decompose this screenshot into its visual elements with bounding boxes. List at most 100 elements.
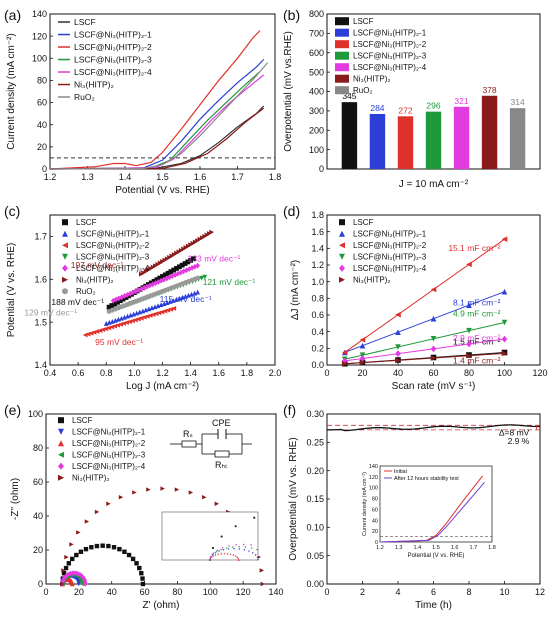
data-point-5-4 [76, 530, 81, 535]
x-tick-label: 1.2 [44, 172, 57, 182]
legend-label: LSCF@Ni₃(HITP)₂-2 [76, 241, 150, 250]
inset-y-axis-title: Current density (mA cm⁻²) [362, 472, 368, 536]
legend-label: LSCF@Ni₃(HITP)₂-1 [74, 30, 152, 40]
y-tick-label: 100 [28, 409, 43, 419]
bar-value-label: 321 [454, 96, 468, 106]
x-tick-label: 1.0 [128, 368, 141, 378]
data-point-5-10 [146, 487, 151, 492]
legend-marker [62, 219, 68, 226]
data-point-5-0 [341, 361, 348, 367]
slope-label: 121 mV dec⁻¹ [203, 277, 256, 287]
inset-point [232, 553, 235, 556]
data-point-1-4 [466, 302, 472, 308]
inset-point [236, 556, 239, 559]
fit-line-5 [344, 352, 505, 365]
y-tick-label: 0.25 [306, 437, 324, 447]
y-tick-label: 100 [309, 145, 324, 155]
inset-point [220, 535, 223, 538]
data-point-0-7 [78, 549, 84, 554]
data-point-0-19 [137, 565, 142, 571]
data-point-0-18 [134, 561, 139, 566]
data-point-3-4 [466, 327, 472, 334]
y-tick-label: 40 [37, 120, 47, 130]
inset-x-tick-label: 1.7 [470, 545, 478, 551]
inset-point [219, 548, 222, 551]
legend-label: Ni₃(HITP)₂ [353, 75, 390, 84]
data-point-0-2 [61, 571, 67, 576]
x-tick-label: 20 [357, 368, 367, 378]
x-tick-label: 120 [532, 368, 547, 378]
y-tick-label: 0.8 [311, 293, 324, 303]
delta-label: Δ=8 mV [499, 428, 530, 438]
data-point-0-26 [179, 262, 185, 268]
legend-swatch [335, 17, 349, 26]
bar-0 [341, 102, 358, 169]
circuit-label: Rₕₜ [215, 460, 228, 470]
panel-label: (c) [4, 203, 20, 219]
inset-point [255, 548, 258, 551]
data-point-0-9 [89, 545, 94, 550]
inset-point [248, 550, 250, 553]
data-point-2-0 [82, 332, 88, 338]
x-tick-label: 20 [74, 587, 84, 597]
fit-line-3 [344, 322, 505, 360]
inset-point [222, 549, 225, 551]
legend-label: RuO₂ [74, 92, 95, 102]
legend-marker [62, 288, 68, 295]
panel-label: (a) [4, 7, 21, 23]
inset-point [227, 548, 230, 551]
data-point-0-18 [157, 275, 163, 281]
capacitance-label: 15.1 mF cm⁻² [448, 243, 500, 253]
circuit-resistor [214, 450, 230, 458]
series-line-2 [49, 30, 261, 170]
y-tick-label: 1.6 [34, 274, 47, 284]
data-point-0-23 [171, 267, 177, 273]
data-point-3-3 [430, 336, 437, 342]
data-point-0-5 [120, 296, 126, 302]
data-point-5-4 [466, 352, 472, 359]
panel-e: 0 20 40 60 80 100 120 140 0 20 40 60 80 100 LSCF LSCF@N… [4, 402, 284, 611]
bar-5 [481, 95, 498, 169]
legend-label: LSCF [76, 218, 97, 227]
data-point-5-3 [69, 542, 74, 547]
legend-marker [62, 253, 68, 260]
data-point-2-5 [501, 236, 508, 242]
data-point-2-22 [70, 581, 75, 587]
inset-point [237, 559, 240, 561]
slope-label: 133 mV dec⁻¹ [188, 254, 241, 264]
y-axis-title: Current density (mA cm⁻²) [6, 33, 17, 149]
data-point-4-22 [83, 581, 88, 587]
data-point-5-1 [61, 568, 66, 573]
slope-label: 197 mV dec⁻¹ [71, 260, 124, 270]
data-point-0-20 [162, 272, 168, 278]
data-point-1-5 [501, 288, 508, 295]
data-point-2-4 [466, 261, 472, 268]
data-point-0-4 [66, 561, 72, 566]
legend-label: LSCF [72, 416, 93, 425]
inset-y-tick-label: 100 [369, 486, 378, 492]
y-tick-label: 1.7 [34, 232, 47, 242]
data-point-1-2 [395, 329, 401, 335]
data-point-5-30 [209, 229, 215, 235]
inset-point [214, 553, 217, 556]
panel-d: 0 20 40 60 80 100 120 0.0 0.2 0.4 0.6 0.8 1.0 1.2 1.4 1… [283, 203, 548, 392]
data-point-5-3 [430, 355, 437, 361]
inset-point [212, 554, 215, 557]
legend-marker [62, 264, 68, 272]
y-tick-label: 0.20 [306, 466, 324, 476]
y-tick-label: 20 [33, 545, 43, 555]
data-point-3-2 [395, 344, 401, 350]
y-tick-label: 0 [38, 579, 43, 589]
data-point-0-1 [109, 303, 115, 308]
data-point-0-3 [63, 565, 69, 571]
y-axis-title: Overpotential (mV vs.RHE) [283, 31, 294, 152]
inset-y-tick-label: 20 [372, 529, 378, 535]
x-tick-label: 1.7 [231, 172, 244, 182]
data-point-0-6 [74, 552, 79, 558]
y-tick-label: 40 [33, 511, 43, 521]
equivalent-circuit: Rₛ CPE Rₕₜ [170, 418, 252, 470]
inset-series-1 [379, 481, 485, 543]
circuit-resistor [181, 440, 197, 448]
data-point-2-3 [430, 286, 437, 293]
bar-value-label: 314 [510, 97, 524, 107]
